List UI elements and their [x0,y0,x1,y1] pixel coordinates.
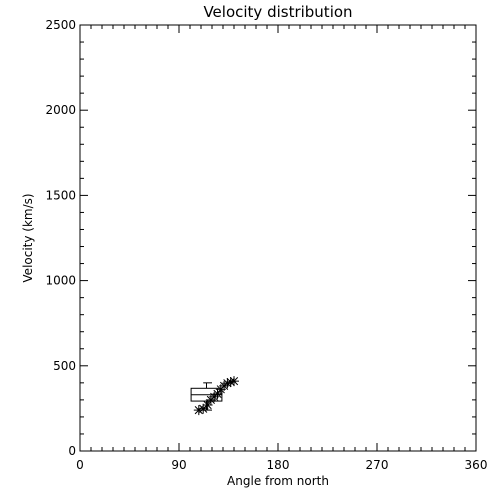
data-point [229,376,239,387]
ticks-layer: 0 90 180 270 360 0 500 1000 1500 2000 2500 [45,18,487,472]
y-tick-label: 0 [68,444,76,458]
series-points [193,376,239,416]
x-tick-label: 0 [76,458,84,472]
x-tick-label: 90 [171,458,186,472]
plot-frame [79,24,477,452]
y-tick-label: 2000 [45,103,76,117]
x-axis-label: Angle from north [227,474,329,488]
data-point [202,399,213,410]
x-tick-label: 270 [366,458,389,472]
y-tick-label: 500 [53,359,76,373]
y-tick-label: 2500 [45,18,76,32]
y-axis-label: Velocity (km/s) [21,193,35,282]
y-tick-label: 1500 [45,188,76,202]
x-tick-label: 360 [465,458,488,472]
y-tick-label: 1000 [45,274,76,288]
chart-title: Velocity distribution [203,3,352,21]
x-tick-label: 180 [267,458,290,472]
